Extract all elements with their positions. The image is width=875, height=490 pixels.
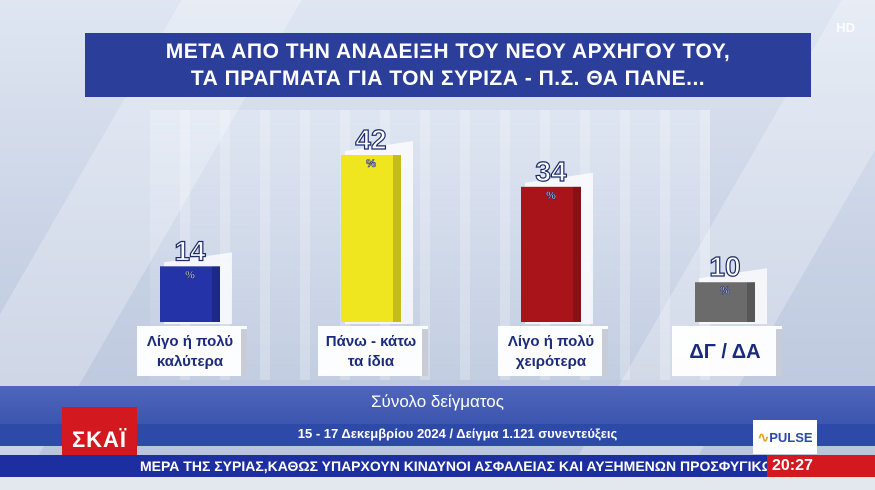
- category-label-shadow: [602, 329, 608, 376]
- category-label: καλύτερα: [157, 353, 224, 370]
- bar-unit-label: %: [366, 158, 376, 170]
- hd-badge: HD: [836, 20, 855, 35]
- pollster-name: PULSE: [769, 430, 813, 445]
- bar: [341, 155, 401, 322]
- category-label: ΔΓ / ΔΑ: [689, 341, 760, 363]
- category-label-shadow: [776, 329, 782, 376]
- survey-info: 15 - 17 Δεκεμβρίου 2024 / Δείγμα 1.121 σ…: [297, 426, 618, 441]
- category-label: Πάνω - κάτω: [326, 333, 417, 350]
- category-label-shadow: [241, 329, 247, 376]
- bottom-strip: [0, 477, 875, 490]
- bar-value-label: 42: [355, 124, 386, 155]
- bar-unit-label: %: [185, 269, 195, 281]
- news-ticker: ΜΕΡΑ ΤΗΣ ΣΥΡΙΑΣ,ΚΑΘΩΣ ΥΠΑΡΧΟΥΝ ΚΙΝΔΥΝΟΙ …: [0, 455, 770, 477]
- category-label: Λίγο ή πολύ: [147, 333, 234, 350]
- category-label-box: [672, 326, 782, 376]
- category-label: χειρότερα: [516, 353, 587, 370]
- bar-value-label: 10: [709, 251, 740, 282]
- category-label-box: [137, 326, 247, 376]
- bar-shade: [393, 155, 401, 322]
- sample-band: [0, 386, 875, 424]
- bar: [160, 266, 220, 322]
- bar-shade: [212, 266, 220, 322]
- sample-label: Σύνολο δείγματος: [371, 392, 504, 411]
- category-label-shadow: [422, 329, 428, 376]
- category-label: τα ίδια: [348, 353, 395, 370]
- bar-value-label: 34: [535, 156, 567, 187]
- bar-shade: [573, 186, 581, 322]
- clock: 20:27: [767, 455, 875, 477]
- category-label-box: [318, 326, 428, 376]
- pulse-wave-icon: ∿: [757, 429, 770, 445]
- bar-value-label: 14: [174, 235, 206, 266]
- category-label: Λίγο ή πολύ: [508, 333, 595, 350]
- bar-shade: [747, 282, 755, 322]
- bar: [521, 186, 581, 322]
- survey-info-band: [0, 424, 875, 446]
- bar-unit-label: %: [546, 190, 556, 202]
- bar: [695, 282, 755, 322]
- ticker-text: ΜΕΡΑ ΤΗΣ ΣΥΡΙΑΣ,ΚΑΘΩΣ ΥΠΑΡΧΟΥΝ ΚΙΝΔΥΝΟΙ …: [140, 458, 770, 474]
- pollster-logo: ∿PULSE: [753, 420, 817, 454]
- chart-title: ΜΕΤΑ ΑΠΟ ΤΗΝ ΑΝΑΔΕΙΞΗ ΤΟΥ ΝΕΟΥ ΑΡΧΗΓΟΥ Τ…: [85, 33, 811, 97]
- chart-title-line-1: ΜΕΤΑ ΑΠΟ ΤΗΝ ΑΝΑΔΕΙΞΗ ΤΟΥ ΝΕΟΥ ΑΡΧΗΓΟΥ Τ…: [165, 40, 731, 63]
- category-label-box: [498, 326, 608, 376]
- chart-title-line-2: ΤΑ ΠΡΑΓΜΑΤΑ ΓΙΑ ΤΟΝ ΣΥΡΙΖΑ - Π.Σ. ΘΑ ΠΑΝ…: [190, 67, 706, 90]
- bar-unit-label: %: [720, 285, 730, 297]
